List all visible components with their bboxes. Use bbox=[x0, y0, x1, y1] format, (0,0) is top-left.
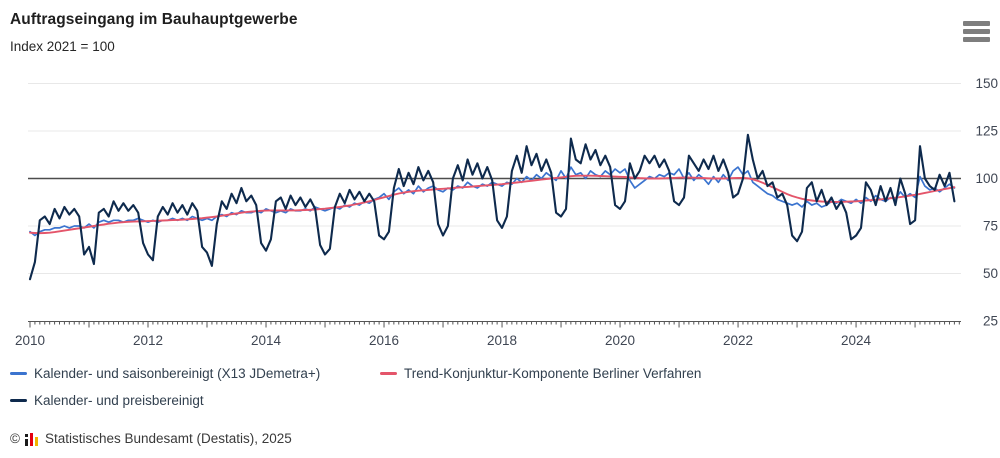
logo-bar-red bbox=[29, 432, 34, 446]
x-axis-label-2022: 2022 bbox=[723, 333, 753, 348]
logo-bar-gold bbox=[34, 436, 39, 446]
legend-label: Trend-Konjunktur-Komponente Berliner Ver… bbox=[404, 365, 702, 381]
page-title: Auftragseingang im Bauhauptgewerbe bbox=[10, 11, 298, 28]
hamburger-menu-icon[interactable] bbox=[963, 21, 990, 42]
x-axis-label-2020: 2020 bbox=[605, 333, 635, 348]
x-axis-label-2024: 2024 bbox=[841, 333, 872, 348]
logo-dot bbox=[24, 433, 28, 437]
legend-marker-navy-line bbox=[10, 398, 27, 402]
x-axis-label-2010: 2010 bbox=[15, 333, 45, 348]
legend-marker-red-line bbox=[380, 371, 397, 375]
legend-marker-blue-line bbox=[10, 371, 27, 375]
x-axis-label-2016: 2016 bbox=[369, 333, 399, 348]
copyright-symbol: © bbox=[10, 431, 20, 446]
copyright-text: Statistisches Bundesamt (Destatis), 2025 bbox=[44, 431, 292, 446]
legend-item-trend-komponente[interactable]: Trend-Konjunktur-Komponente Berliner Ver… bbox=[380, 364, 701, 382]
y-axis-label-150: 150 bbox=[975, 76, 998, 91]
legend-label: Kalender- und preisbereinigt bbox=[34, 392, 204, 408]
series-line-kalender-und-preisbereinigt bbox=[28, 133, 956, 281]
y-axis-label-75: 75 bbox=[983, 219, 998, 234]
x-axis-label-2012: 2012 bbox=[133, 333, 163, 348]
logo-bar-black bbox=[24, 438, 28, 446]
x-axis-label-2014: 2014 bbox=[251, 333, 282, 348]
x-axis-label-2018: 2018 bbox=[487, 333, 517, 348]
copyright-footer: © Statistisches Bundesamt (Destatis), 20… bbox=[10, 431, 292, 446]
y-axis-label-100: 100 bbox=[975, 171, 998, 186]
legend-item-preisbereinigt[interactable]: Kalender- und preisbereinigt bbox=[10, 391, 204, 409]
y-axis-label-50: 50 bbox=[983, 266, 998, 281]
legend-item-saisonbereinigt[interactable]: Kalender- und saisonbereinigt (X13 JDeme… bbox=[10, 364, 320, 382]
hamburger-bar bbox=[963, 37, 990, 42]
legend-label: Kalender- und saisonbereinigt (X13 JDeme… bbox=[34, 365, 321, 381]
chart-subtitle: Index 2021 = 100 bbox=[10, 39, 115, 54]
hamburger-bar bbox=[963, 29, 990, 34]
hamburger-bar bbox=[963, 21, 990, 26]
destatis-logo-icon bbox=[24, 432, 39, 446]
y-axis-label-25: 25 bbox=[983, 314, 998, 329]
y-axis-label-125: 125 bbox=[975, 124, 998, 139]
